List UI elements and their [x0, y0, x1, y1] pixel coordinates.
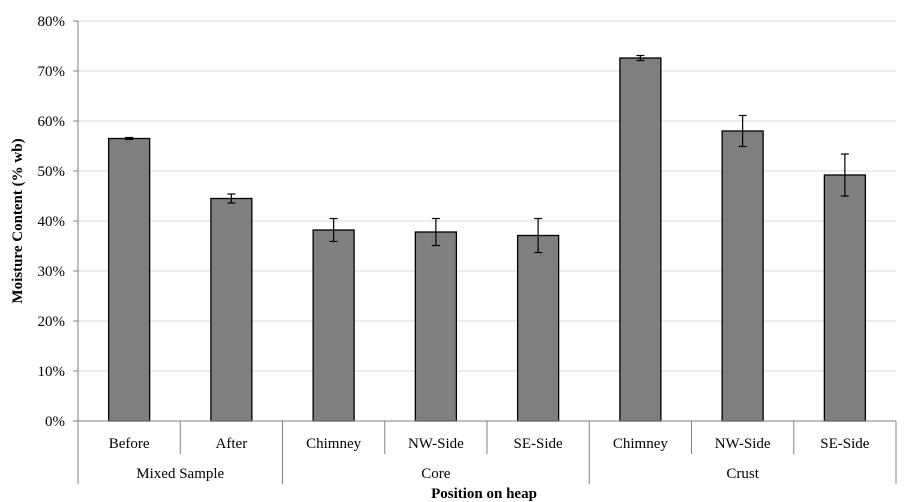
category-label: After — [216, 436, 248, 452]
error-bars — [125, 54, 849, 254]
category-label: NW-Side — [715, 436, 771, 452]
category-label: NW-Side — [408, 436, 464, 452]
y-tick-label: 0% — [45, 414, 65, 430]
group-label: Mixed Sample — [136, 466, 224, 482]
category-label: Chimney — [306, 436, 361, 452]
group-label: Crust — [726, 466, 759, 482]
bar — [516, 234, 560, 422]
category-label: Chimney — [613, 436, 668, 452]
labels: 0% 10% 20% 30% 40% 50% 60% 70% 80% Before After Chi… — [38, 14, 870, 482]
y-tick-label: 40% — [38, 214, 66, 230]
bar — [619, 57, 662, 422]
y-axis-title: Moisture Content (% wb) — [10, 138, 26, 303]
y-tick-label: 10% — [38, 364, 66, 380]
bar — [721, 130, 764, 422]
y-tick-label: 80% — [38, 14, 66, 30]
bar — [312, 229, 355, 422]
category-label: SE-Side — [820, 436, 870, 452]
bars — [107, 57, 867, 422]
bar — [414, 231, 458, 422]
y-tick-label: 50% — [38, 164, 66, 180]
y-tick-label: 60% — [38, 114, 66, 130]
bar — [823, 174, 867, 422]
category-label: SE-Side — [514, 436, 564, 452]
x-axis-title: Position on heap — [431, 486, 537, 502]
bar — [210, 197, 253, 422]
group-label: Core — [421, 466, 451, 482]
axes — [73, 20, 897, 484]
bar — [107, 137, 151, 422]
gridlines — [78, 20, 896, 372]
y-tick-label: 30% — [38, 264, 66, 280]
y-tick-label: 20% — [38, 314, 66, 330]
category-label: Before — [109, 436, 150, 452]
y-tick-label: 70% — [38, 64, 66, 80]
